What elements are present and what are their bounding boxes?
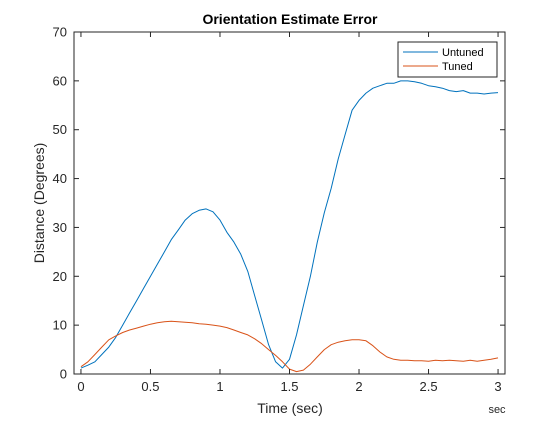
y-tick-label: 30	[53, 220, 67, 235]
plot-frame	[73, 31, 506, 375]
y-axis: 0 10 20 30 40 50 60 70	[53, 25, 505, 382]
x-tick-label: 2.5	[419, 379, 437, 394]
y-tick-label: 20	[53, 269, 67, 284]
x-axis: 0 0.5 1 1.5 2 2.5 3	[77, 32, 502, 394]
x-tick-label: 2	[355, 379, 362, 394]
y-axis-label: Distance (Degrees)	[31, 143, 47, 264]
y-tick-label: 0	[60, 367, 67, 382]
x-tick-label: 0	[77, 379, 84, 394]
legend: Untuned Tuned	[397, 41, 498, 78]
x-axis-unit-label: sec	[488, 404, 506, 416]
y-tick-label: 70	[53, 25, 67, 40]
chart-title: Orientation Estimate Error	[202, 11, 378, 27]
plot-area	[73, 31, 506, 375]
y-tick-label: 60	[53, 73, 67, 88]
legend-box	[397, 41, 498, 78]
y-tick-label: 50	[53, 122, 67, 137]
legend-label-untuned: Untuned	[442, 47, 484, 59]
x-tick-label: 3	[494, 379, 501, 394]
y-tick-label: 10	[53, 318, 67, 333]
x-tick-label: 1	[216, 379, 223, 394]
x-tick-label: 1.5	[280, 379, 298, 394]
legend-label-tuned: Tuned	[442, 61, 473, 73]
series-line-untuned	[80, 80, 499, 369]
x-axis-label: Time (sec)	[257, 400, 323, 416]
x-tick-label: 0.5	[141, 379, 159, 394]
y-tick-label: 40	[53, 171, 67, 186]
